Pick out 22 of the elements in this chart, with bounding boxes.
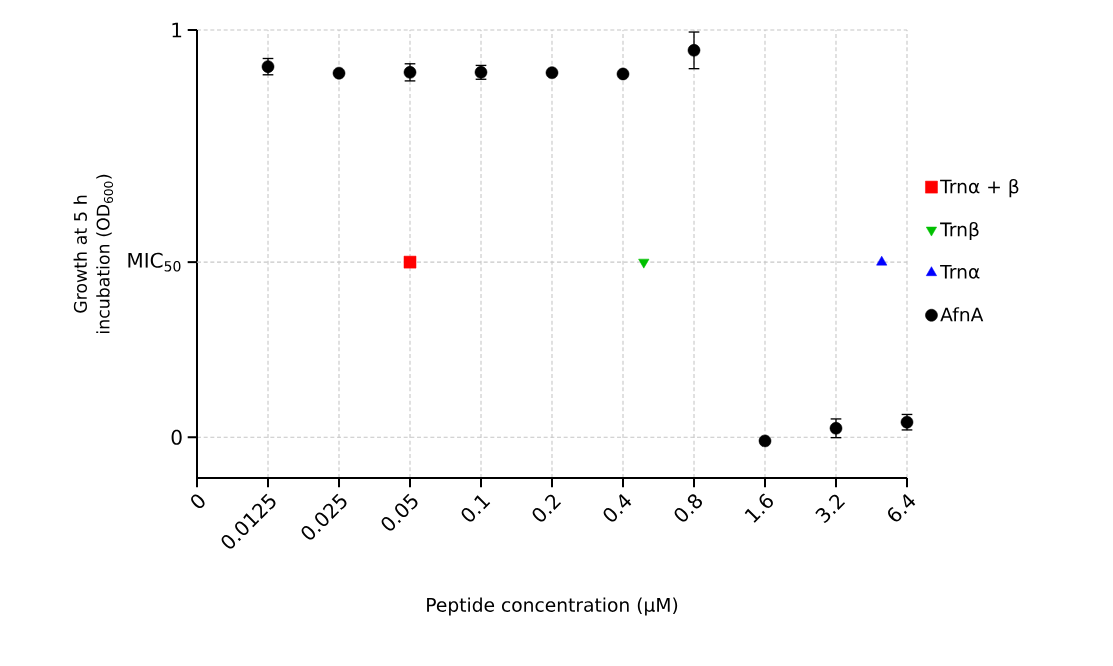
legend-label: Trnβ xyxy=(940,221,979,241)
ref-line-label: MIC$_{50}$ xyxy=(128,252,181,272)
y-axis-title: Growth at 5 h incubation (OD$_{600}$) xyxy=(73,174,114,333)
point xyxy=(616,67,630,81)
x-axis-title: Peptide concentration (μM) xyxy=(427,597,678,616)
point xyxy=(332,66,346,80)
point xyxy=(545,66,559,80)
x-tick-label: 0.1 xyxy=(461,495,491,522)
point xyxy=(758,434,772,448)
x-tick-label: 3.2 xyxy=(815,494,846,524)
x-tick-label: 1.6 xyxy=(744,493,773,523)
legend-label: Trnα + β xyxy=(940,178,1019,198)
y-tick-label: 1 xyxy=(172,22,182,38)
legend-label: AfnA xyxy=(940,307,984,322)
x-tick-label: 0.2 xyxy=(532,494,562,522)
x-tick-label: 0.4 xyxy=(603,493,632,522)
point xyxy=(829,422,843,435)
x-tick-label: 0 xyxy=(191,494,205,509)
point xyxy=(687,44,701,57)
legend-label: Trnα xyxy=(940,264,980,279)
x-tick-label: 6.4 xyxy=(888,493,916,522)
x-tick-label: 0.8 xyxy=(674,494,703,522)
